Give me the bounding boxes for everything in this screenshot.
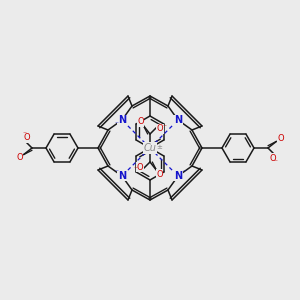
Text: ⁻: ⁻ (23, 129, 27, 138)
Text: ⁻: ⁻ (114, 119, 118, 128)
Text: ⁻: ⁻ (273, 158, 277, 167)
Text: Cu: Cu (144, 143, 156, 153)
Text: O: O (157, 124, 164, 133)
Text: N: N (174, 115, 182, 125)
Text: ⁻: ⁻ (134, 165, 138, 174)
Text: ⁻: ⁻ (182, 167, 186, 176)
Text: ±: ± (156, 144, 162, 150)
Text: ⁻: ⁻ (162, 122, 166, 131)
Text: O: O (270, 154, 277, 163)
Text: N: N (118, 171, 126, 181)
Text: N: N (118, 115, 126, 125)
Text: N: N (174, 171, 182, 181)
Text: O: O (137, 117, 144, 126)
Text: ⁻: ⁻ (114, 167, 118, 176)
Text: O: O (277, 134, 284, 143)
Text: O: O (136, 163, 143, 172)
Text: O: O (23, 133, 30, 142)
Text: O: O (16, 153, 23, 162)
Text: O: O (156, 170, 163, 179)
